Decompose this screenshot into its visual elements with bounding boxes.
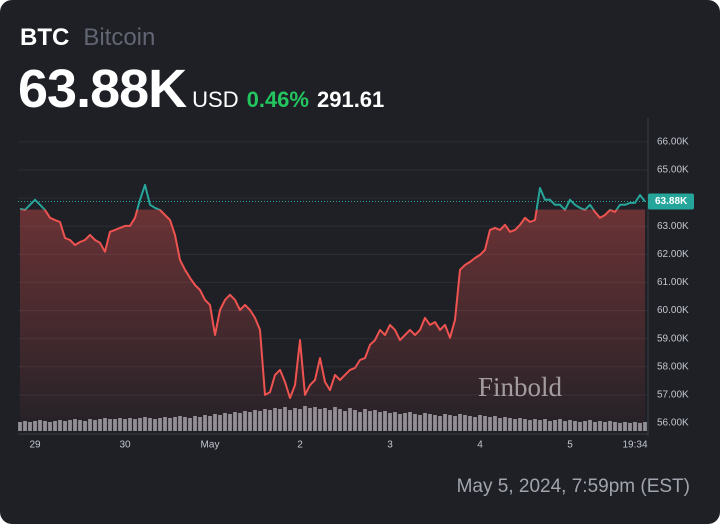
x-tick-label: 30	[119, 440, 131, 451]
x-tick-label: May	[201, 440, 220, 451]
x-tick-label: 29	[29, 440, 41, 451]
last-price-box	[648, 193, 694, 210]
symbol: BTC	[20, 24, 70, 51]
y-tick-label: 61.00K	[657, 277, 689, 288]
y-tick-label: 66.00K	[657, 137, 689, 148]
x-tick-label: 2	[297, 440, 303, 451]
y-tick-label: 65.00K	[657, 165, 689, 176]
y-tick-label: 57.00K	[657, 390, 689, 401]
change: 291.61	[316, 87, 385, 112]
y-tick-label: 56.00K	[657, 418, 689, 429]
y-tick-label: 58.00K	[657, 361, 689, 372]
x-tick-label: 3	[387, 440, 393, 451]
last-price-label: 63.88K	[655, 196, 688, 207]
x-tick-label: 4	[477, 440, 483, 451]
change-percent: 0.46%	[246, 87, 309, 112]
price-row: 63.88K USD 0.46% 291.61	[18, 58, 384, 120]
watermark: Finbold	[478, 372, 563, 402]
y-tick-label: 62.00K	[657, 249, 689, 260]
x-tick-label: 19:34	[622, 440, 647, 451]
y-tick-label: 59.00K	[657, 333, 689, 344]
last-price: 63.88K	[18, 59, 187, 119]
currency: USD	[192, 87, 239, 112]
x-tick-label: 5	[567, 440, 573, 451]
asset-name: Bitcoin	[83, 24, 156, 51]
price-area	[20, 209, 645, 431]
y-tick-label: 60.00K	[657, 305, 689, 316]
header-row: BTC Bitcoin	[20, 24, 155, 52]
timestamp: May 5, 2024, 7:59pm (EST)	[456, 476, 690, 497]
price-line-down	[19, 209, 618, 399]
y-tick-label: 63.00K	[657, 221, 689, 232]
price-line-up	[19, 183, 646, 210]
